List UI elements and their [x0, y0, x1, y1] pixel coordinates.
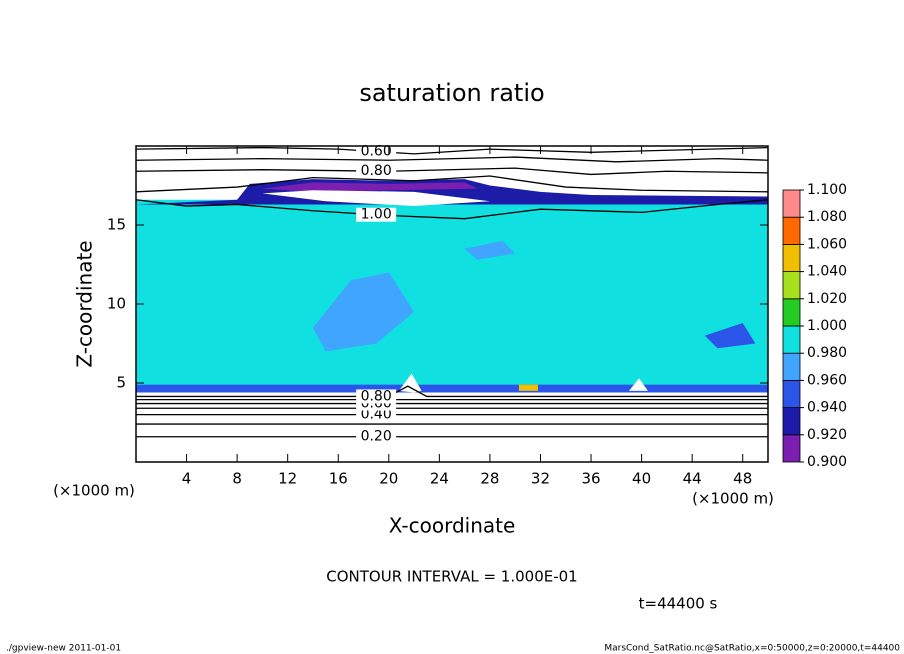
colorbar-label: 0.980: [807, 345, 847, 361]
colorbar-label: 1.040: [807, 264, 847, 280]
contour-line: [135, 146, 769, 155]
colorbar-box: [782, 298, 801, 327]
colorbar-box: [782, 189, 801, 218]
filled-region: [262, 182, 478, 192]
y-unit: (×1000 m): [53, 482, 135, 500]
x-tick-label: 24: [430, 470, 449, 488]
contour-label-bg: [356, 207, 397, 222]
contour-label: 0.20: [361, 429, 392, 445]
contour-line: [135, 199, 769, 220]
colorbar-label: 0.960: [807, 372, 847, 388]
x-unit: (×1000 m): [692, 490, 774, 508]
contour-label: 0.40: [361, 407, 392, 423]
colorbar-box: [782, 379, 801, 408]
colorbar-label: 1.060: [807, 236, 847, 252]
colorbar-box: [782, 271, 801, 300]
colorbar-box: [782, 407, 801, 436]
filled-region: [312, 272, 415, 352]
contour-label: 0.60: [361, 144, 392, 160]
y-axis-label: Z-coordinate: [73, 240, 97, 367]
x-tick-label: 32: [531, 470, 550, 488]
x-tick-label: 20: [379, 470, 398, 488]
contour-label: 0.80: [361, 163, 392, 179]
y-tick-label: 5: [116, 374, 126, 392]
x-tick-label: 40: [632, 470, 651, 488]
colorbar-box: [782, 216, 801, 245]
contour-label: 0.80: [361, 388, 392, 404]
filled-region: [136, 384, 768, 393]
x-tick-label: 4: [182, 470, 192, 488]
x-tick-label: 12: [278, 470, 297, 488]
colorbar-box: [782, 243, 801, 272]
contour-label-bg: [356, 389, 397, 404]
footer-left: ./gpview-new 2011-01-01: [6, 644, 121, 654]
contour-line: [135, 156, 769, 163]
x-tick-label: 36: [581, 470, 600, 488]
colorbar-label: 1.100: [807, 182, 847, 198]
y-tick-label: 15: [107, 216, 126, 234]
contour-label: 1.00: [361, 207, 392, 223]
colorbar-label: 0.900: [807, 454, 847, 470]
time-label: t=44400 s: [639, 595, 718, 613]
contour-line: [135, 175, 769, 193]
x-tick-label: 28: [480, 470, 499, 488]
contour-label-bg: [356, 429, 397, 444]
contour-note: CONTOUR INTERVAL = 1.000E-01: [326, 568, 577, 586]
contour-line: [135, 167, 769, 176]
filled-region: [518, 384, 538, 391]
contour-line: [136, 385, 768, 398]
colorbar-box: [782, 434, 801, 463]
chart-title: saturation ratio: [359, 79, 544, 107]
filled-region: [628, 378, 648, 391]
contour-label-bg: [356, 144, 397, 159]
colorbar-box: [782, 325, 801, 354]
x-tick-label: 8: [232, 470, 242, 488]
colorbar-label: 1.020: [807, 291, 847, 307]
y-tick-label: 10: [107, 295, 126, 313]
filled-region: [464, 240, 516, 260]
filled-region: [136, 199, 768, 393]
colorbar-box: [782, 352, 801, 381]
footer-right: MarsCond_SatRatio.nc@SatRatio,x=0:50000,…: [604, 644, 900, 654]
contour-label-bg: [356, 407, 397, 422]
x-tick-label: 48: [733, 470, 752, 488]
filled-region: [262, 190, 490, 207]
contour-label-bg: [356, 164, 397, 179]
colorbar-label: 0.920: [807, 427, 847, 443]
x-tick-label: 44: [683, 470, 702, 488]
filled-region: [704, 322, 756, 349]
colorbar-label: 1.080: [807, 209, 847, 225]
colorbar-label: 0.940: [807, 400, 847, 416]
x-axis-label: X-coordinate: [389, 514, 516, 538]
x-tick-label: 16: [329, 470, 348, 488]
colorbar-label: 1.000: [807, 318, 847, 334]
